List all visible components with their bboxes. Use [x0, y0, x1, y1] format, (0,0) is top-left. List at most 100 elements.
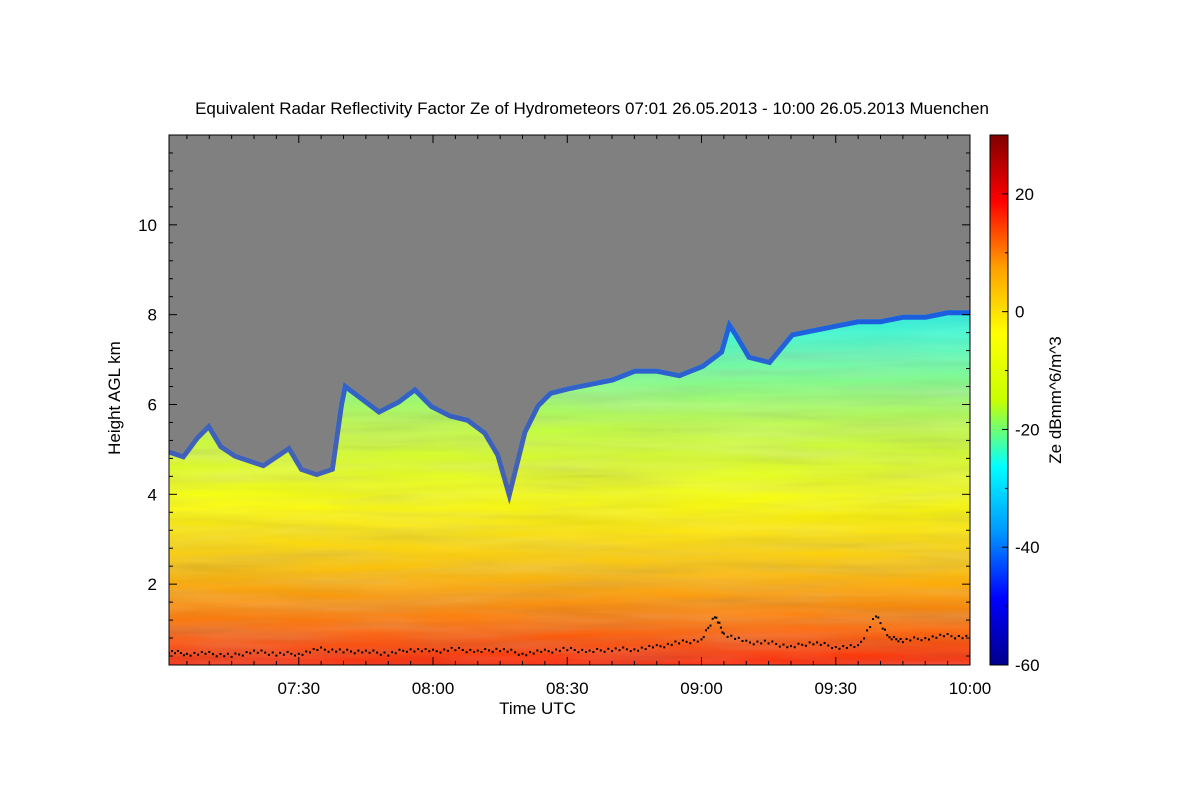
cloud-base-marker [633, 648, 636, 651]
cloud-base-marker [488, 649, 490, 652]
cloud-base-marker [543, 648, 546, 651]
cloud-base-marker [182, 654, 185, 657]
cloud-base-marker [611, 650, 613, 653]
cloud-base-marker [872, 618, 874, 620]
y-tick-label: 4 [148, 485, 157, 504]
cloud-base-marker [681, 639, 684, 642]
cloud-base-marker [428, 650, 431, 653]
cloud-base-marker [607, 647, 610, 650]
cloud-base-marker [171, 650, 173, 652]
cloud-base-marker [226, 652, 229, 655]
cloud-base-marker [786, 646, 789, 649]
cloud-base-marker [931, 635, 934, 638]
cloud-base-marker [241, 654, 244, 657]
y-axis-label: Height AGL km [105, 341, 124, 455]
x-axis-label: Time UTC [499, 699, 576, 718]
cloud-base-marker [946, 633, 949, 635]
cloud-base-marker [693, 639, 696, 642]
cloud-base-marker [726, 635, 729, 638]
cloud-base-marker [678, 642, 681, 645]
cloud-base-marker [640, 646, 643, 649]
cloud-base-marker [614, 647, 617, 650]
cloud-base-marker [845, 646, 848, 649]
cloud-base-markers [169, 615, 968, 658]
x-tick-label: 08:30 [546, 679, 589, 698]
cloud-base-marker [689, 642, 692, 645]
cloud-base-marker [532, 652, 535, 655]
cloud-base-marker [881, 627, 884, 630]
cloud-base-marker [756, 640, 759, 643]
cloud-base-marker [696, 640, 699, 643]
colorbar-scale [989, 134, 1009, 666]
cloud-base-marker [666, 642, 669, 645]
cloud-base-marker [346, 648, 349, 651]
cloud-base-marker [197, 653, 200, 656]
cloud-base-marker [357, 649, 360, 652]
cloud-base-marker [383, 651, 386, 654]
cloud-base-marker [361, 651, 364, 654]
cloud-base-marker [752, 643, 755, 646]
cloud-base-marker [529, 651, 531, 654]
cloud-base-marker [465, 651, 468, 654]
cloud-base-marker [644, 648, 647, 651]
cloud-base-marker [551, 651, 554, 654]
cloud-base-marker [417, 648, 420, 651]
y-tick-label: 6 [148, 395, 157, 414]
cloud-base-marker [409, 648, 412, 651]
cloud-base-marker [760, 642, 763, 645]
cloud-base-marker [965, 634, 968, 637]
cloud-base-marker [230, 655, 233, 658]
cloud-base-marker [432, 648, 434, 651]
cloud-base-marker [790, 645, 792, 648]
cloud-base-marker [618, 649, 621, 652]
colorbar-tick-label: -20 [1015, 420, 1040, 439]
x-axis: 07:30 08:00 08:30 09:00 09:30 10:00 [186, 135, 992, 698]
cloud-base-marker [888, 636, 891, 639]
cloud-base-marker [721, 631, 724, 634]
cloud-base-marker [454, 649, 457, 652]
cloud-base-marker [674, 640, 677, 643]
cloud-base-marker [895, 638, 898, 641]
cloud-base-marker [916, 637, 919, 640]
cloud-base-marker [514, 651, 517, 654]
cloud-base-marker [301, 653, 304, 656]
cloud-base-marker [282, 653, 285, 656]
cloud-base-marker [823, 642, 826, 644]
cloud-base-marker [476, 649, 479, 652]
cloud-base-marker [372, 649, 375, 652]
cloud-base-marker [629, 650, 632, 653]
cloud-base-marker [570, 646, 572, 649]
cloud-base-marker [707, 626, 710, 629]
x-tick-label: 09:00 [680, 679, 723, 698]
cloud-base-marker [506, 650, 509, 653]
x-tick-label: 10:00 [949, 679, 992, 698]
cloud-base-marker [398, 648, 401, 651]
cloud-base-marker [562, 646, 565, 649]
cloud-base-marker [461, 649, 464, 651]
cloud-base-marker [208, 651, 211, 653]
plot-frame [168, 134, 971, 666]
y-tick-label: 2 [148, 575, 157, 594]
cloud-base-marker [547, 650, 550, 653]
cloud-base-marker [275, 654, 278, 657]
cloud-base-marker [458, 646, 461, 649]
cloud-base-marker [581, 648, 584, 651]
cloud-base-marker [179, 652, 182, 654]
cloud-base-marker [718, 621, 721, 624]
cloud-base-marker [599, 649, 602, 652]
cloud-base-marker [793, 646, 796, 649]
cloud-base-marker [402, 649, 405, 652]
cloud-base-marker [573, 649, 576, 651]
cloud-base-marker [711, 617, 714, 620]
cloud-base-marker [705, 629, 707, 632]
x-tick-label: 07:30 [277, 679, 320, 698]
cloud-base-marker [469, 648, 472, 651]
cloud-base-marker [709, 624, 712, 627]
cloud-base-marker [517, 653, 520, 656]
cloud-base-marker [778, 645, 781, 648]
cloud-base-marker [596, 648, 599, 650]
cloud-base-marker [297, 652, 300, 655]
cloud-base-marker [193, 651, 196, 654]
x-tick-label: 09:30 [814, 679, 857, 698]
cloud-base-marker [901, 641, 904, 644]
